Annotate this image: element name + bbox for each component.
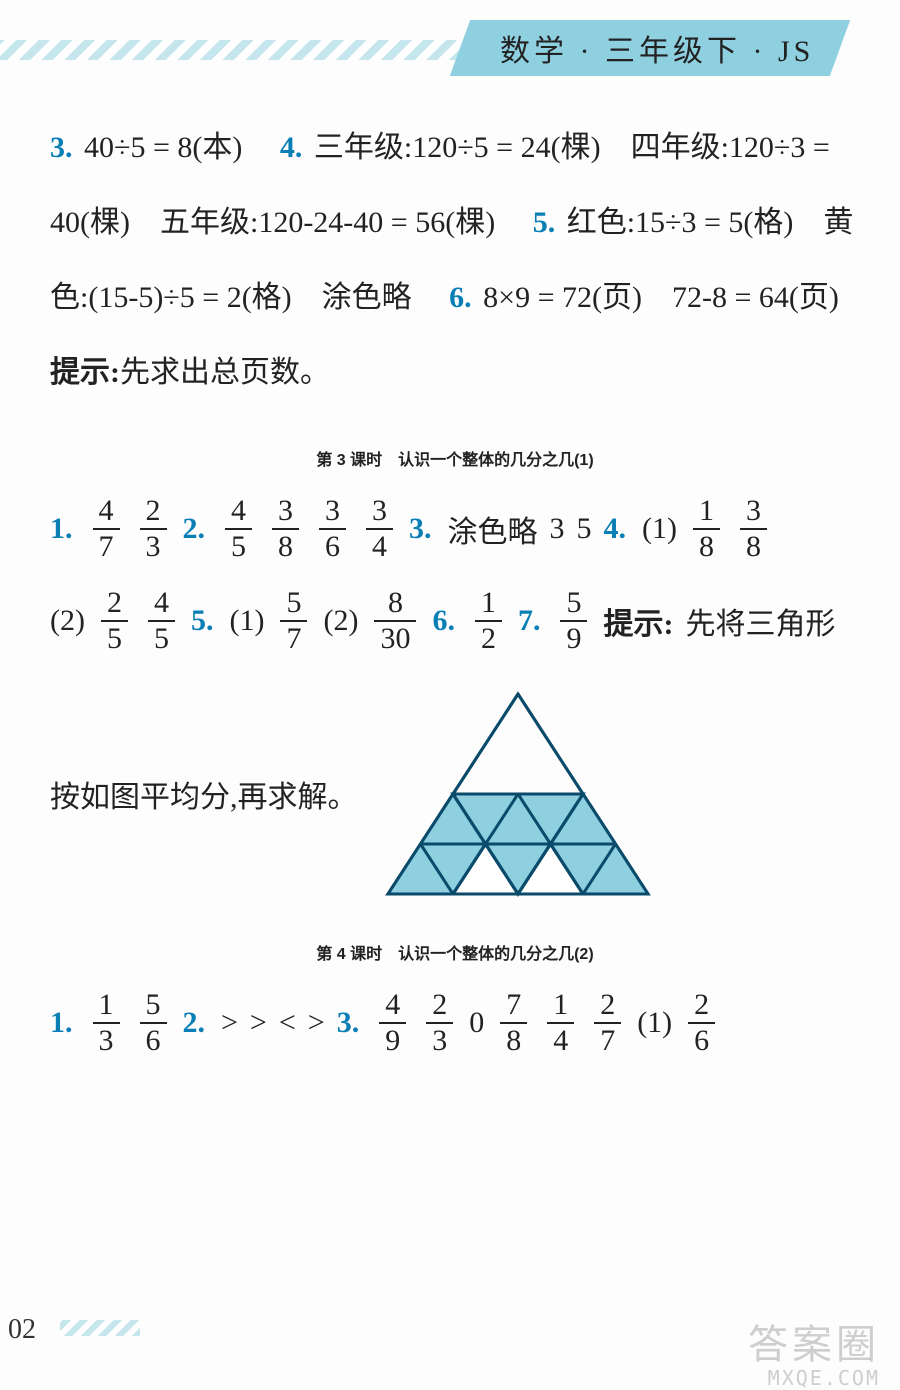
frac: 36 [319, 496, 346, 562]
page-number: 02 [8, 1314, 36, 1346]
hint-label-top: 提示: [50, 356, 120, 389]
op: > [308, 1006, 325, 1040]
frac: 38 [740, 496, 767, 562]
qnum-4: 4. [280, 131, 303, 164]
frac: 13 [93, 990, 120, 1056]
qnum-6: 6. [449, 281, 472, 314]
s4-q1-num: 1. [50, 1006, 73, 1040]
s4-q2-num: 2. [183, 1006, 206, 1040]
s3-q5-num: 5. [191, 604, 214, 638]
section3-triangle-row: 按如图平均分,再求解。 [50, 684, 860, 904]
frac: 78 [500, 990, 527, 1056]
frac: 26 [688, 990, 715, 1056]
s3-q7-num: 7. [518, 604, 541, 638]
section3-row2: (2) 25 45 5. (1) 57 (2) 830 6. 12 7. 59 … [50, 588, 860, 654]
frac: 34 [366, 496, 393, 562]
s3-hint-label: 提示: [603, 599, 673, 643]
frac: 14 [547, 990, 574, 1056]
ans-6: 8×9 = 72(页) 72-8 = 64(页) [476, 281, 869, 314]
frac: 12 [475, 588, 502, 654]
s3-q3-v1: 3 [550, 512, 565, 546]
page: 数学 · 三年级下 · JS 3. 40÷5 = 8(本) 4. 三年级:120… [0, 0, 900, 1390]
header-chip: 数学 · 三年级下 · JS [449, 20, 850, 76]
qnum-5: 5. [533, 206, 556, 239]
frac: 27 [594, 990, 621, 1056]
s3-hint-text-a: 先将三角形 [685, 599, 835, 643]
s3-q1-num: 1. [50, 512, 73, 546]
frac: 49 [379, 990, 406, 1056]
watermark-text: 答案圈 [748, 1312, 880, 1370]
frac: 23 [426, 990, 453, 1056]
header-stripe-decoration [0, 40, 460, 60]
op: < [279, 1006, 296, 1040]
s3-q3-text: 涂色略 [448, 507, 538, 551]
s3-q3-num: 3. [409, 512, 432, 546]
triangle-diagram [378, 684, 658, 904]
frac: 56 [140, 990, 167, 1056]
s3-q3-v2: 5 [577, 512, 592, 546]
s3-hint-text-b: 按如图平均分,再求解。 [50, 772, 358, 816]
frac: 59 [560, 588, 587, 654]
bottom-stripe-decoration [60, 1320, 140, 1336]
frac: 45 [148, 588, 175, 654]
qnum-3: 3. [50, 131, 73, 164]
op: > [250, 1006, 267, 1040]
frac: 57 [280, 588, 307, 654]
s3-q2-num: 2. [183, 512, 206, 546]
s3-q4-p1: (1) [642, 512, 677, 546]
frac: 830 [374, 588, 416, 654]
section3-row1: 1. 47 23 2. 45 38 36 34 3. 涂色略 3 5 4. (1… [50, 496, 860, 562]
zero: 0 [469, 1006, 484, 1040]
hint-text-top: 先求出总页数。 [120, 356, 330, 389]
header-title: 数学 · 三年级下 · JS [500, 26, 814, 70]
frac: 38 [272, 496, 299, 562]
frac: 47 [93, 496, 120, 562]
ans-3: 40÷5 = 8(本) [77, 131, 273, 164]
frac: 45 [225, 496, 252, 562]
op: > [221, 1006, 238, 1040]
section4-title: 第 4 课时 认识一个整体的几分之几(2) [50, 940, 860, 964]
s3-q5-p1: (1) [229, 604, 264, 638]
frac: 18 [693, 496, 720, 562]
s3-q6-num: 6. [432, 604, 455, 638]
top-answers-block: 3. 40÷5 = 8(本) 4. 三年级:120÷5 = 24(棵) 四年级:… [50, 110, 860, 410]
watermark-sub: MXQE.COM [768, 1366, 880, 1390]
section4-row1: 1. 13 56 2. > > < > 3. 49 23 0 78 14 27 … [50, 990, 860, 1056]
s3-q4-p2: (2) [50, 604, 85, 638]
s3-q4-num: 4. [604, 512, 627, 546]
section3-title: 第 3 课时 认识一个整体的几分之几(1) [50, 446, 860, 470]
page-header: 数学 · 三年级下 · JS [50, 20, 860, 80]
frac: 23 [140, 496, 167, 562]
frac: 25 [101, 588, 128, 654]
s4-q3-num: 3. [337, 1006, 360, 1040]
s4-q3-part1-label: (1) [637, 1006, 672, 1040]
s3-q5-p2: (2) [323, 604, 358, 638]
